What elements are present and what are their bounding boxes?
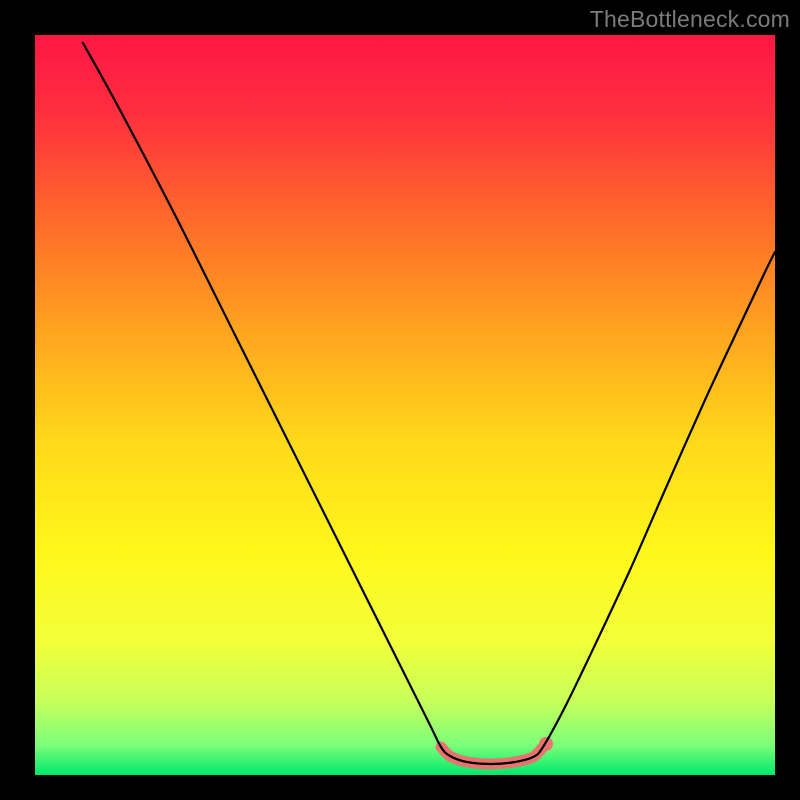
gradient-background [35,35,775,775]
frame-bottom [0,775,800,800]
figure-root: TheBottleneck.com [0,0,800,800]
chart-svg [35,35,775,775]
frame-right [775,0,800,800]
plot-area [35,35,775,775]
frame-left [0,0,35,800]
watermark-text: TheBottleneck.com [590,6,790,33]
